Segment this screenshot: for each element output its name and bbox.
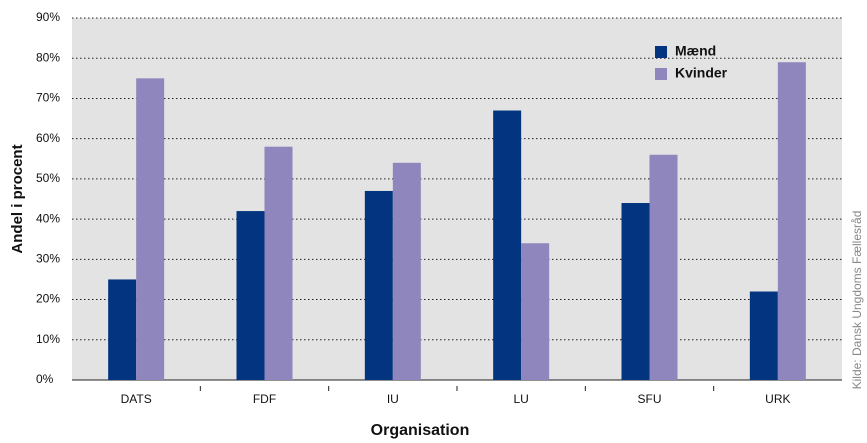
x-tick-label: DATS — [121, 392, 152, 406]
bar — [392, 162, 421, 380]
y-tick-label: 40% — [36, 211, 60, 225]
y-tick-label: 80% — [36, 50, 60, 64]
bar — [749, 291, 778, 380]
y-tick-label: 0% — [36, 372, 54, 386]
y-tick-label: 10% — [36, 332, 60, 346]
x-axis-label: Organisation — [371, 422, 470, 439]
bar — [777, 62, 806, 380]
y-axis-label: Andel i procent — [9, 144, 26, 253]
y-tick-label: 30% — [36, 252, 60, 266]
bar — [621, 203, 650, 380]
y-tick-label: 60% — [36, 131, 60, 145]
bar — [493, 110, 522, 380]
bar — [108, 279, 137, 380]
y-tick-label: 20% — [36, 292, 60, 306]
source-note: Kilde: Dansk Ungdoms Fællesråd — [850, 211, 864, 390]
y-tick-label: 70% — [36, 91, 60, 105]
x-tick-label: LU — [513, 392, 528, 406]
x-tick-label: URK — [765, 392, 790, 406]
x-tick-label: SFU — [638, 392, 662, 406]
legend-label: Kvinder — [675, 65, 728, 81]
x-tick-label: FDF — [253, 392, 276, 406]
bar — [521, 243, 550, 380]
bar — [236, 211, 265, 380]
bar — [136, 78, 165, 380]
bar — [364, 190, 393, 380]
legend-swatch — [655, 46, 667, 58]
bar — [649, 154, 678, 380]
plot-area — [72, 18, 842, 380]
y-tick-label: 90% — [36, 10, 60, 24]
y-tick-label: 50% — [36, 171, 60, 185]
bar — [264, 146, 293, 380]
legend-label: Mænd — [675, 43, 716, 59]
legend-swatch — [655, 68, 667, 80]
x-tick-label: IU — [387, 392, 399, 406]
